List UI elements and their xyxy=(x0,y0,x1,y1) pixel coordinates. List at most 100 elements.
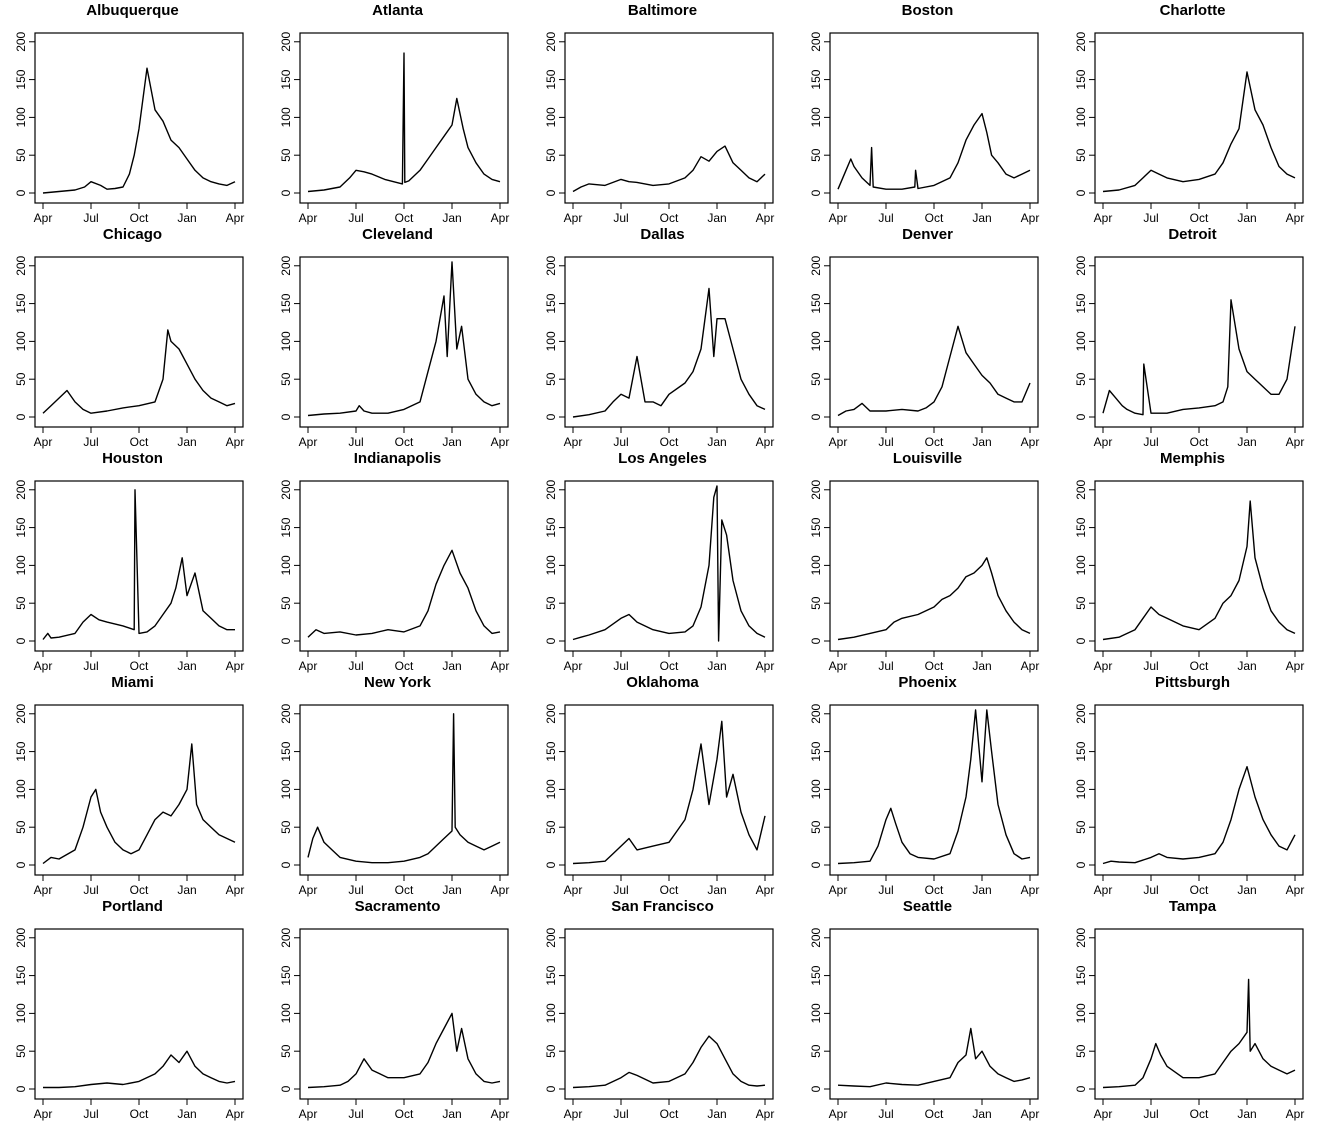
y-tick-label: 150 xyxy=(279,69,293,89)
plot-area: 0 50 100 150 200 Apr Jul Oct Jan Apr xyxy=(14,479,244,673)
series-line xyxy=(572,145,766,193)
x-tick-label: Jan xyxy=(707,883,726,897)
y-tick-label: 150 xyxy=(809,293,823,313)
y-tick-label: 0 xyxy=(544,1085,558,1092)
series-line xyxy=(42,743,236,865)
y-tick-label: 0 xyxy=(14,1085,28,1092)
x-tick-label: Oct xyxy=(130,211,149,225)
x-tick-label: Jul xyxy=(1143,1107,1158,1121)
y-tick-label: 0 xyxy=(14,861,28,868)
x-tick-label: Apr xyxy=(34,659,53,673)
series-line xyxy=(307,261,501,417)
plot-area: 0 50 100 150 200 Apr Jul Oct Jan Apr xyxy=(1074,255,1304,449)
y-tick-label: 0 xyxy=(544,637,558,644)
y-tick-label: 100 xyxy=(14,555,28,575)
y-tick-label: 200 xyxy=(809,31,823,51)
y-tick-label: 200 xyxy=(544,31,558,51)
x-tick-label: Apr xyxy=(1094,1107,1113,1121)
x-tick-label: Jan xyxy=(972,435,991,449)
y-tick-label: 0 xyxy=(809,861,823,868)
y-tick-label: 50 xyxy=(809,148,823,162)
panel-san-francisco: 0 50 100 150 200 Apr Jul Oct Jan Apr San Francisco xyxy=(530,896,795,1121)
x-tick-label: Apr xyxy=(1021,211,1040,225)
y-tick-label: 0 xyxy=(544,189,558,196)
x-tick-label: Apr xyxy=(299,883,318,897)
y-tick-label: 0 xyxy=(1074,189,1088,196)
plot-frame xyxy=(564,256,774,428)
y-tick-label: 200 xyxy=(14,479,28,499)
panel-detroit: 0 50 100 150 200 Apr Jul Oct Jan Apr Detroit xyxy=(1060,224,1325,449)
y-tick-label: 150 xyxy=(809,517,823,537)
panel-title: Boston xyxy=(901,2,954,19)
x-tick-label: Apr xyxy=(226,883,245,897)
y-tick-label: 150 xyxy=(14,293,28,313)
y-tick-label: 100 xyxy=(1074,107,1088,127)
panel-memphis: 0 50 100 150 200 Apr Jul Oct Jan Apr Memphis xyxy=(1060,448,1325,673)
y-tick-label: 50 xyxy=(279,596,293,610)
x-tick-label: Apr xyxy=(756,883,775,897)
panel-chicago: 0 50 100 150 200 Apr Jul Oct Jan Apr Chicago xyxy=(0,224,265,449)
plot-area: 0 50 100 150 200 Apr Jul Oct Jan Apr xyxy=(1074,31,1304,225)
panel-los-angeles: 0 50 100 150 200 Apr Jul Oct Jan Apr Los Angeles xyxy=(530,448,795,673)
y-tick-label: 150 xyxy=(544,69,558,89)
y-tick-label: 0 xyxy=(544,413,558,420)
x-tick-label: Jan xyxy=(442,435,461,449)
x-tick-label: Apr xyxy=(756,435,775,449)
y-tick-label: 50 xyxy=(14,820,28,834)
x-tick-label: Jul xyxy=(878,435,893,449)
y-tick-label: 0 xyxy=(809,413,823,420)
y-tick-label: 150 xyxy=(809,741,823,761)
y-tick-label: 100 xyxy=(544,107,558,127)
panel-denver: 0 50 100 150 200 Apr Jul Oct Jan Apr Denver xyxy=(795,224,1060,449)
x-tick-label: Jan xyxy=(972,211,991,225)
y-tick-label: 0 xyxy=(14,637,28,644)
y-tick-label: 200 xyxy=(544,255,558,275)
panel-title: Los Angeles xyxy=(618,450,707,467)
y-tick-label: 200 xyxy=(544,703,558,723)
y-tick-label: 200 xyxy=(1074,255,1088,275)
y-tick-label: 50 xyxy=(14,596,28,610)
y-tick-label: 0 xyxy=(809,189,823,196)
x-tick-label: Jul xyxy=(1143,211,1158,225)
x-tick-label: Oct xyxy=(395,211,414,225)
y-tick-label: 100 xyxy=(1074,555,1088,575)
series-line xyxy=(1102,71,1296,193)
y-tick-label: 100 xyxy=(1074,779,1088,799)
y-tick-label: 50 xyxy=(1074,1044,1088,1058)
x-tick-label: Apr xyxy=(1021,659,1040,673)
x-tick-label: Jul xyxy=(83,211,98,225)
y-tick-label: 100 xyxy=(1074,331,1088,351)
x-tick-label: Apr xyxy=(226,211,245,225)
plot-frame xyxy=(299,928,509,1100)
y-tick-label: 0 xyxy=(809,1085,823,1092)
y-tick-label: 150 xyxy=(279,965,293,985)
y-tick-label: 100 xyxy=(14,331,28,351)
panel-title: Baltimore xyxy=(627,2,698,19)
x-tick-label: Jul xyxy=(613,883,628,897)
y-tick-label: 150 xyxy=(14,69,28,89)
series-line xyxy=(43,1050,236,1089)
x-tick-label: Jan xyxy=(177,211,196,225)
plot-area: 0 50 100 150 200 Apr Jul Oct Jan Apr xyxy=(14,703,245,897)
panel-title: Pittsburgh xyxy=(1155,674,1230,691)
y-tick-label: 200 xyxy=(279,31,293,51)
x-tick-label: Apr xyxy=(1021,435,1040,449)
plot-frame xyxy=(564,480,774,652)
x-tick-label: Jul xyxy=(613,211,628,225)
y-tick-label: 50 xyxy=(809,820,823,834)
plot-frame xyxy=(34,256,244,428)
y-tick-label: 200 xyxy=(809,479,823,499)
y-tick-label: 50 xyxy=(809,596,823,610)
x-tick-label: Jan xyxy=(177,883,196,897)
panel-title: Dallas xyxy=(640,226,685,243)
x-tick-label: Apr xyxy=(491,435,510,449)
x-tick-label: Jan xyxy=(707,435,726,449)
plot-frame xyxy=(299,256,509,428)
x-tick-label: Oct xyxy=(660,211,679,225)
panel-title: New York xyxy=(364,674,431,691)
plot-frame xyxy=(564,928,774,1100)
plot-area: 0 50 100 150 200 Apr Jul Oct Jan Apr xyxy=(544,703,775,897)
plot-frame xyxy=(1094,256,1304,428)
x-tick-label: Oct xyxy=(1190,1107,1209,1121)
